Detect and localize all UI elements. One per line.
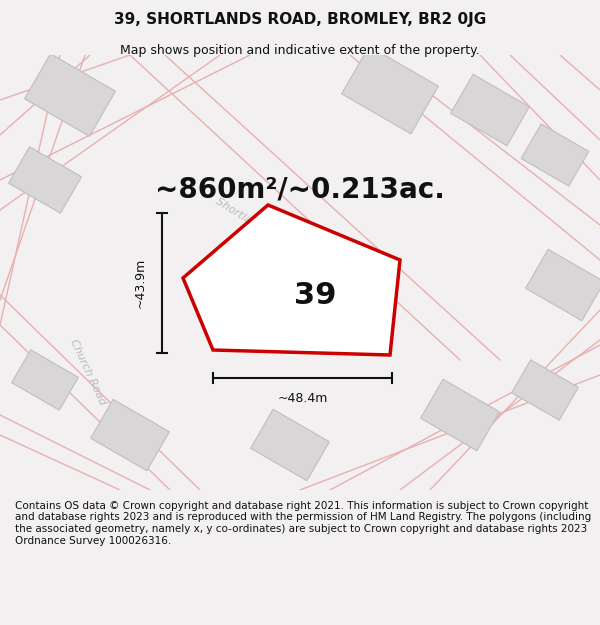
Text: Map shows position and indicative extent of the property.: Map shows position and indicative extent… [120, 44, 480, 57]
Text: 39: 39 [294, 281, 336, 309]
Polygon shape [11, 350, 79, 410]
Text: Church Road: Church Road [68, 338, 107, 406]
Text: ~48.4m: ~48.4m [277, 391, 328, 404]
Polygon shape [421, 379, 499, 451]
Polygon shape [8, 147, 82, 213]
Polygon shape [512, 360, 578, 420]
Polygon shape [451, 74, 529, 146]
Text: ~43.9m: ~43.9m [133, 258, 146, 308]
Polygon shape [251, 250, 338, 330]
Polygon shape [91, 399, 169, 471]
Text: ~860m²/~0.213ac.: ~860m²/~0.213ac. [155, 176, 445, 204]
Polygon shape [251, 409, 329, 481]
Text: 39, SHORTLANDS ROAD, BROMLEY, BR2 0JG: 39, SHORTLANDS ROAD, BROMLEY, BR2 0JG [114, 12, 486, 27]
Polygon shape [25, 54, 115, 136]
Polygon shape [526, 249, 600, 321]
Polygon shape [521, 124, 589, 186]
Polygon shape [341, 46, 439, 134]
Text: Shortlands Road: Shortlands Road [214, 196, 296, 254]
Text: Contains OS data © Crown copyright and database right 2021. This information is : Contains OS data © Crown copyright and d… [15, 501, 591, 546]
Polygon shape [183, 205, 400, 355]
